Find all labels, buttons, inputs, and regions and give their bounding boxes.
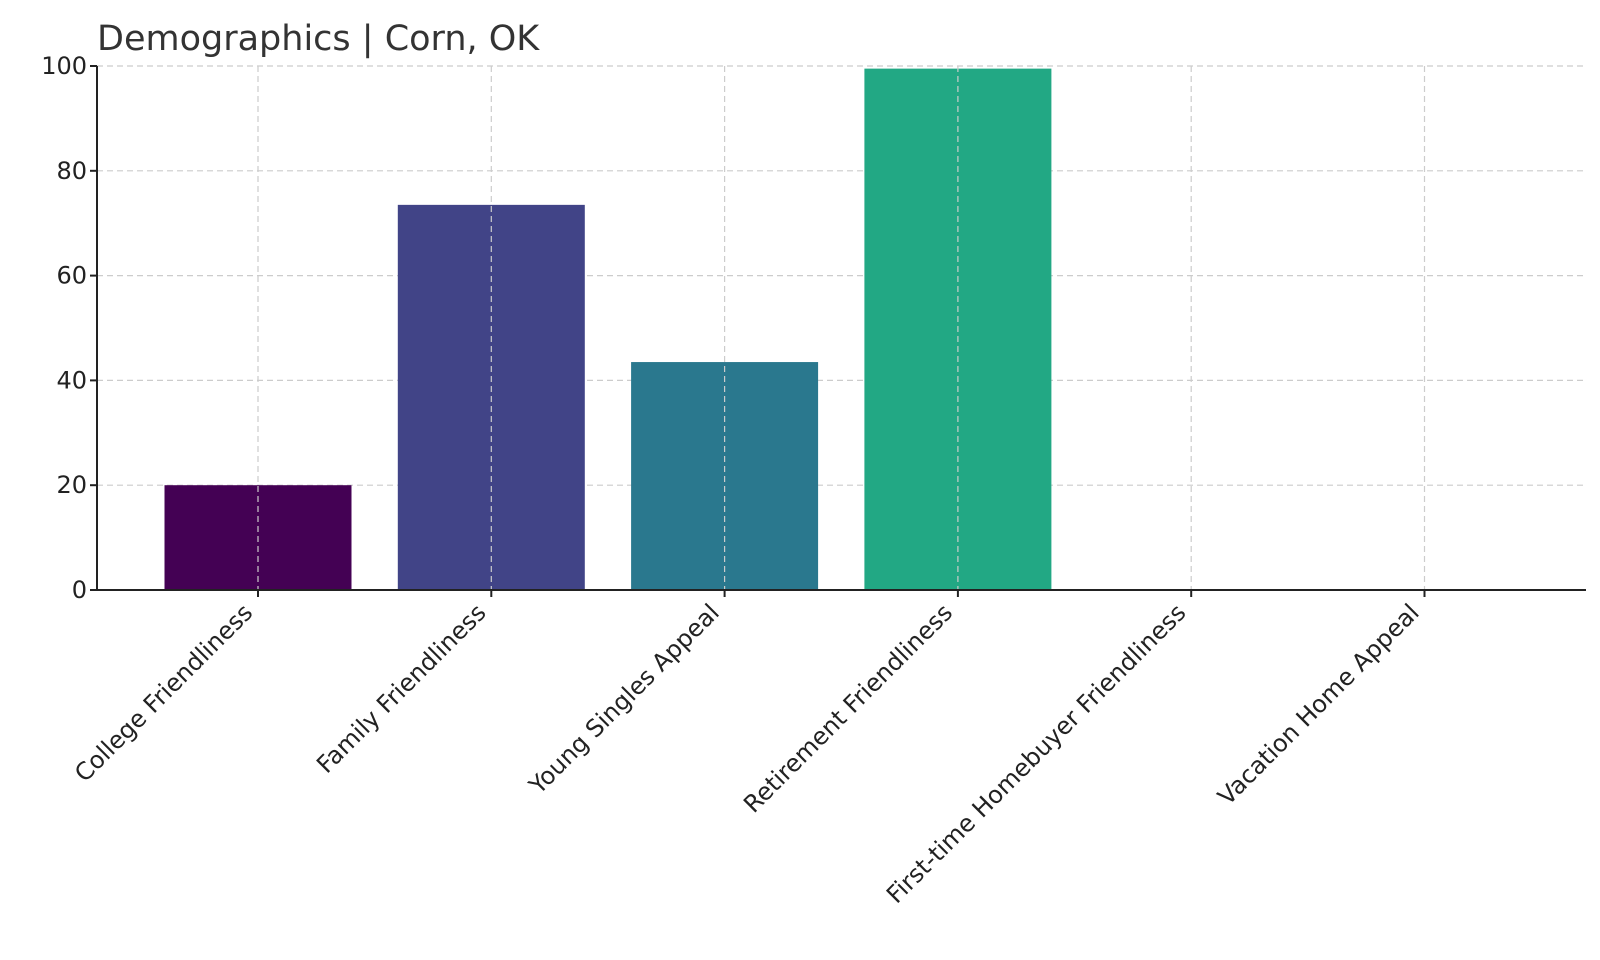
x-tick-label: Young Singles Appeal — [523, 598, 725, 800]
x-tick-label: Family Friendliness — [311, 598, 491, 778]
y-tick-label: 80 — [56, 157, 87, 185]
axes — [96, 66, 1586, 591]
y-tick-label: 60 — [56, 262, 87, 290]
vertical-grid — [257, 66, 1426, 590]
chart-title: Demographics | Corn, OK — [97, 19, 540, 59]
x-tick-label: College Friendliness — [69, 598, 258, 787]
y-tick-label: 20 — [56, 471, 87, 499]
grid — [97, 65, 1586, 486]
x-axis-ticks: College Friendliness Family Friendliness Y… — [69, 590, 1426, 909]
y-axis-ticks: 0 20 40 60 80 100 — [41, 52, 97, 604]
y-tick-label: 0 — [72, 576, 87, 604]
x-tick-label: Vacation Home Appeal — [1212, 598, 1424, 810]
y-tick-label: 40 — [56, 366, 87, 394]
x-tick-label: Retirement Friendliness — [738, 598, 958, 818]
bars — [164, 68, 1052, 591]
y-tick-label: 100 — [41, 52, 87, 80]
